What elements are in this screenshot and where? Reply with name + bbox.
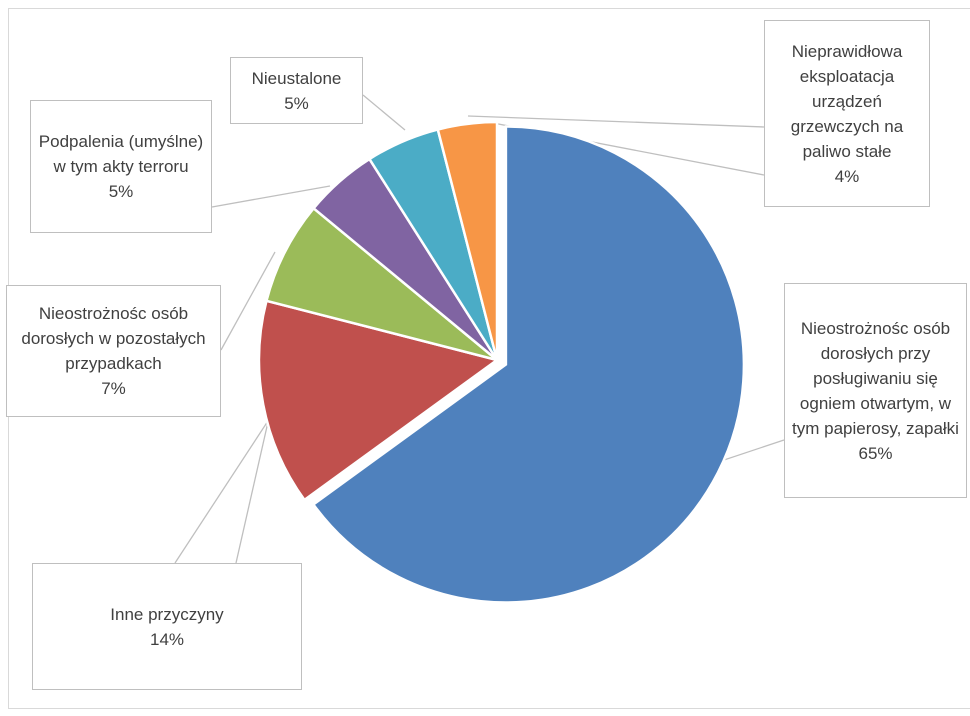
pie-slice [264, 206, 498, 362]
value-label: 5% [284, 93, 309, 113]
data-label: Nieustalone 5% [230, 57, 363, 124]
category-label: Nieprawidłowa eksploatacja urządzeń grze… [790, 41, 904, 161]
data-label: Inne przyczyny 14% [32, 563, 302, 690]
data-label: Nieostrożnośc osób dorosłych przy posług… [784, 283, 967, 498]
leader-line [362, 94, 406, 131]
value-label: 14% [149, 629, 185, 649]
category-label: Nieustalone [251, 68, 342, 88]
category-label: Nieostrożnośc osób dorosłych w pozostały… [21, 304, 206, 373]
pie-slice [257, 299, 500, 502]
data-label: Nieprawidłowa eksploatacja urządzeń grze… [764, 20, 930, 207]
category-label: Inne przyczyny [110, 604, 224, 624]
leader-line [220, 251, 276, 351]
category-label: Podpalenia (umyślne) w tym akty terroru [38, 132, 204, 176]
data-label: Podpalenia (umyślne) w tym akty terroru 5… [30, 100, 212, 233]
category-label: Nieostrożnośc osób dorosłych przy posług… [792, 318, 959, 438]
value-label: 4% [834, 166, 860, 186]
value-label: 7% [101, 379, 126, 398]
pie-slice [311, 125, 746, 604]
value-label: 65% [858, 443, 893, 463]
value-label: 5% [108, 182, 134, 201]
leader-line [467, 115, 765, 128]
pie-slice [436, 120, 499, 361]
data-label: Nieostrożnośc osób dorosłych w pozostały… [6, 285, 221, 417]
leader-line [235, 421, 269, 564]
leader-line [211, 185, 331, 208]
